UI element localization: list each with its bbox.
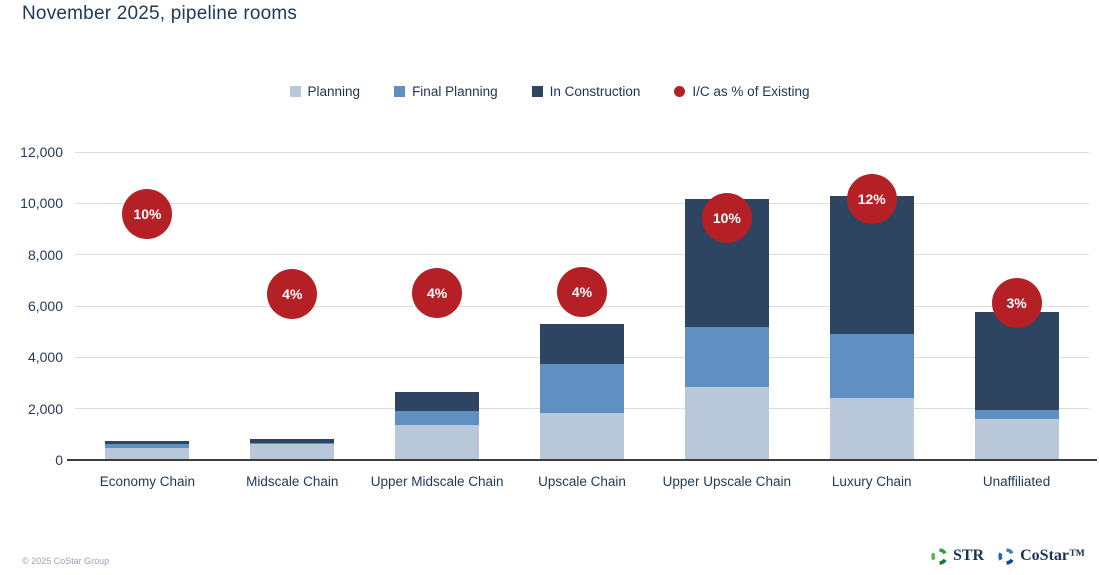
bar-segment-final-planning: [974, 409, 1059, 419]
ic-percent-bubble: 4%: [267, 268, 318, 319]
gridline: [75, 151, 1089, 153]
bar-segment-final-planning: [105, 444, 190, 449]
y-axis-tick-label: 10,000: [20, 195, 63, 212]
y-axis-tick-label: 2,000: [27, 400, 63, 417]
x-axis-category-label: Economy Chain: [99, 474, 196, 489]
str-logo: STR: [931, 547, 984, 565]
plot-area: 0 2,000 4,000 6,000 8,000 10,000 12,000 Economy…: [20, 144, 1097, 489]
costar-logo: CoStar™: [998, 547, 1085, 565]
bar-segment-in-construction: [540, 323, 624, 365]
costar-logo-text: CoStar™: [1020, 547, 1085, 564]
bar-segment-planning: [250, 444, 335, 460]
legend-item-planning: Planning: [289, 84, 361, 99]
gridline: [75, 202, 1089, 204]
bar-segment-planning: [974, 418, 1059, 460]
bar-segment-final-planning: [540, 364, 624, 413]
legend-label: Final Planning: [412, 84, 498, 99]
ic-percent-bubble: 10%: [122, 189, 173, 240]
bar-segment-final-planning: [250, 442, 335, 445]
y-axis-tick-label: 0: [55, 452, 63, 468]
y-axis-tick-label: 6,000: [27, 298, 63, 314]
legend-label: I/C as % of Existing: [692, 84, 810, 99]
bar-segment-in-construction: [105, 440, 190, 445]
y-axis-tick-label: 8,000: [27, 246, 63, 263]
bar-segment-planning: [105, 448, 190, 460]
gridline: [75, 254, 1089, 256]
x-axis-category-label: Upscale Chain: [538, 474, 626, 489]
ic-percent-bubble: 4%: [557, 267, 607, 318]
legend-item-ic-percent: I/C as % of Existing: [674, 84, 809, 99]
bar-segment-in-construction: [974, 312, 1059, 410]
bar-segment-final-planning: [829, 334, 914, 399]
legend-label: Planning: [307, 84, 361, 99]
str-logo-text: STR: [952, 547, 985, 564]
bar-segment-planning: [540, 412, 624, 460]
x-axis-category-label: Upper Upscale Chain: [662, 474, 791, 489]
x-axis-line: [67, 459, 1097, 461]
x-axis-category-label: Upper Midscale Chain: [370, 474, 504, 489]
y-axis-tick-label: 12,000: [20, 144, 63, 160]
planning-swatch-icon: [289, 86, 301, 97]
chart-title: November 2025, pipeline rooms: [22, 3, 298, 24]
bar-segment-in-construction: [250, 438, 335, 443]
bar-segment-in-construction: [395, 391, 480, 412]
footer-logos: STR CoStar™: [931, 547, 1085, 565]
chart-legend: Planning Final Planning In Construction …: [0, 84, 1099, 99]
costar-pinwheel-icon: [998, 547, 1014, 565]
bar-segment-planning: [829, 398, 914, 460]
in-construction-swatch-icon: [531, 86, 543, 97]
ic-percent-bubble: 4%: [412, 268, 463, 319]
bar-segment-planning: [395, 425, 480, 460]
x-axis-category-label: Luxury Chain: [831, 474, 912, 489]
legend-item-final-planning: Final Planning: [394, 84, 498, 99]
ic-percent-bubble: 12%: [846, 173, 897, 224]
y-axis-tick-label: 4,000: [27, 349, 63, 366]
legend-item-in-construction: In Construction: [531, 84, 641, 99]
bar-segment-final-planning: [395, 411, 480, 426]
bar-segment-final-planning: [684, 327, 769, 388]
copyright-text: © 2025 CoStar Group: [22, 556, 110, 566]
legend-label: In Construction: [549, 84, 641, 99]
bar-segment-planning: [684, 387, 769, 460]
x-axis-category-label: Midscale Chain: [246, 474, 339, 489]
x-axis-category-label: Unaffiliated: [982, 474, 1051, 489]
ic-percent-dot-icon: [674, 86, 686, 97]
str-pinwheel-icon: [931, 547, 947, 565]
ic-percent-bubble: 10%: [701, 192, 752, 243]
ic-percent-bubble: 3%: [991, 277, 1042, 328]
final-planning-swatch-icon: [394, 86, 406, 97]
